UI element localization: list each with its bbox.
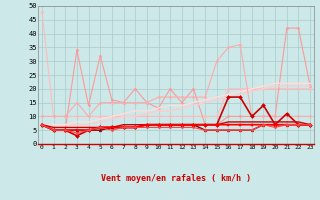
Text: Vent moyen/en rafales ( km/h ): Vent moyen/en rafales ( km/h )	[101, 174, 251, 183]
